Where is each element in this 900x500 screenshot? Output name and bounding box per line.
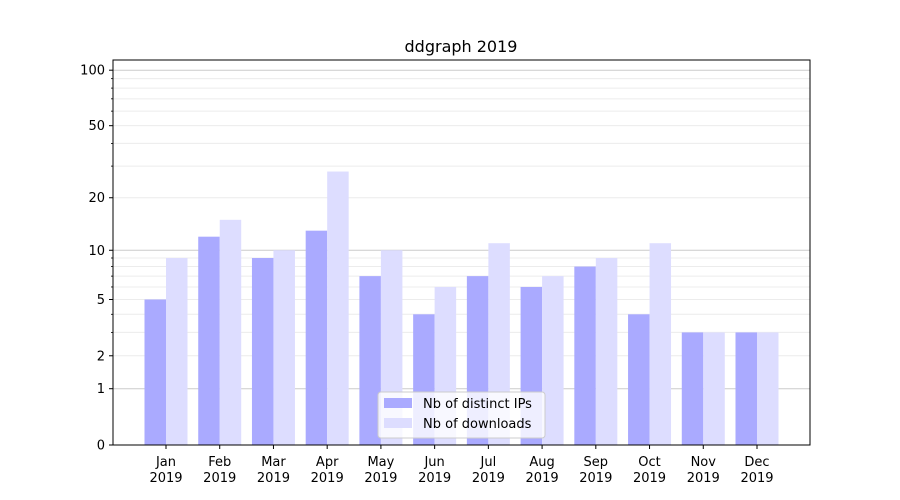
x-tick-label-year: 2019 [364,471,397,486]
bar-distinct-ips [681,332,704,445]
x-tick-label-month: Jun [423,455,444,470]
x-tick-label: Dec 2019 [740,455,773,486]
x-tick-label: Jun 2019 [418,455,451,486]
x-tick-label-year: 2019 [579,471,612,486]
y-tick-label: 2 [97,349,105,364]
x-tick-label-year: 2019 [687,471,720,486]
x-tick-label-year: 2019 [203,471,236,486]
bar-distinct-ips [251,258,274,445]
bar-distinct-ips [735,332,757,445]
bar-distinct-ips [305,230,328,445]
y-tick-label: 20 [88,191,105,206]
y-tick-label: 0 [97,439,105,454]
x-tick-label-month: Oct [638,455,660,470]
x-tick-label: Aug 2019 [526,455,559,486]
x-tick-label-year: 2019 [526,471,559,486]
y-tick-label: 50 [88,119,105,134]
bar-downloads [166,258,188,445]
bar-downloads [273,250,295,445]
x-tick-label-month: Sep [584,455,609,470]
legend-swatch [384,418,412,428]
x-tick-label: Jan 2019 [149,455,182,486]
x-tick-label-month: Feb [208,455,231,470]
y-tick-label: 5 [97,293,105,308]
x-tick-label-year: 2019 [740,471,773,486]
legend-label: Nb of distinct IPs [423,397,532,412]
x-tick-label: Oct 2019 [633,455,666,486]
bar-distinct-ips [628,314,650,445]
x-tick-label: Jul 2019 [472,455,505,486]
bar-downloads [595,258,618,445]
legend-swatch [384,398,412,408]
x-tick-label-year: 2019 [418,471,451,486]
x-tick-label-month: Apr [316,455,339,470]
bar-downloads [649,243,672,445]
x-tick-label-month: Mar [261,455,286,470]
bar-distinct-ips [359,276,381,445]
x-tick-label: Mar 2019 [257,455,290,486]
y-tick-label: 10 [88,244,105,259]
x-tick-label-month: May [367,455,394,470]
chart-title: ddgraph 2019 [405,37,518,56]
legend: Nb of distinct IPs Nb of downloads [377,391,546,439]
x-tick-label-month: Nov [691,455,717,470]
x-tick-label-year: 2019 [149,471,182,486]
y-tick-label: 100 [80,64,105,79]
bar-downloads [757,332,779,445]
x-tick-label-month: Jan [155,455,176,470]
x-tick-label-year: 2019 [633,471,666,486]
bar-distinct-ips [198,236,220,445]
x-tick-label: May 2019 [364,455,397,486]
x-tick-label-month: Jul [480,455,497,470]
x-tick-label-month: Dec [744,455,769,470]
plot-frame [112,59,811,446]
x-tick-label: Feb 2019 [203,455,236,486]
x-tick-label: Apr 2019 [311,455,344,486]
bar-downloads [542,276,564,445]
x-tick-label-month: Aug [529,455,554,470]
bar-distinct-ips [574,266,596,445]
x-tick-label: Sep 2019 [579,455,612,486]
x-tick-label-year: 2019 [472,471,505,486]
bar-downloads [703,332,725,445]
bar-downloads [327,171,349,446]
x-tick-label-year: 2019 [311,471,344,486]
bar-distinct-ips [144,299,166,445]
legend-box [377,391,546,439]
x-tick-label-year: 2019 [257,471,290,486]
x-tick-label: Nov 2019 [687,455,720,486]
bar-downloads [219,219,242,445]
legend-label: Nb of downloads [423,417,532,432]
y-tick-label: 1 [97,382,105,397]
